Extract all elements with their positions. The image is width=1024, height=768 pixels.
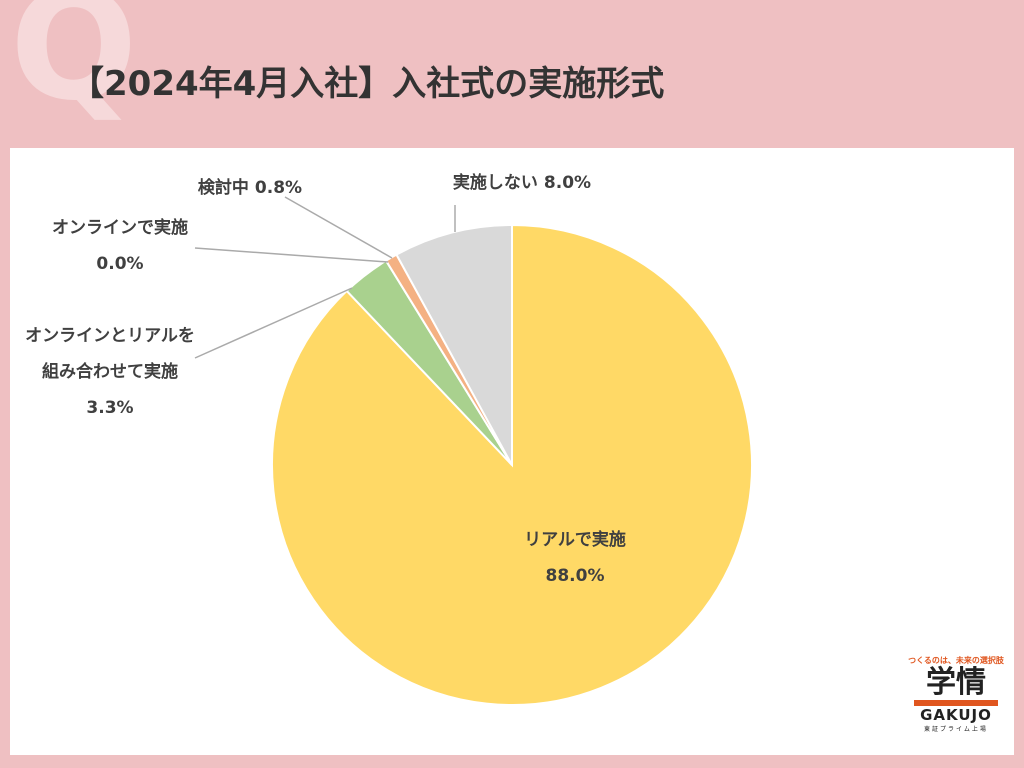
slice-label: オンラインとリアルを組み合わせて実施 3.3% (23, 318, 197, 426)
value-label: 88.0% (545, 566, 605, 586)
slice-label: 実施しない 8.0% (412, 165, 632, 201)
pie-slice (395, 223, 513, 466)
slice-label: オンラインで実施 0.0% (20, 210, 220, 282)
logo-tagline: つくるのは、未来の選択肢 (908, 656, 1004, 665)
leader-line (194, 287, 353, 359)
leader-line (284, 196, 393, 259)
leader-line (194, 247, 389, 263)
value-label: 3.3% (86, 398, 134, 418)
value-label: 8.0% (543, 173, 592, 193)
pie-slice (271, 223, 753, 706)
category-label: 実施しない (452, 173, 538, 193)
logo-listing: 東証プライム上場 (924, 726, 988, 733)
value-label: 0.0% (96, 254, 144, 274)
value-label: 0.8% (254, 178, 303, 198)
logo-name: 学情 (926, 665, 986, 700)
category-label: オンラインとリアルを組み合わせて実施 (25, 326, 195, 382)
logo-roman: GAKUJO (920, 706, 992, 724)
chart-title: 【2024年4月入社】入社式の実施形式 (70, 64, 665, 104)
category-label: 検討中 (197, 178, 249, 198)
category-label: リアルで実施 (524, 530, 626, 550)
logo: つくるのは、未来の選択肢 学情 GAKUJO 東証プライム上場 (896, 655, 1016, 733)
logo-bar (914, 700, 998, 706)
category-label: オンラインで実施 (52, 218, 188, 238)
watermark: Q (10, 0, 138, 134)
slice-label: リアルで実施 88.0% (475, 522, 675, 594)
slice-label: 検討中 0.8% (150, 170, 350, 206)
